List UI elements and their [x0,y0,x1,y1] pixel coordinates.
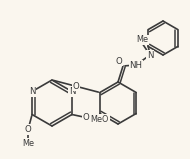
Text: O: O [116,56,122,66]
Text: O: O [82,113,89,122]
Text: MeO: MeO [91,115,109,124]
Text: O: O [25,125,32,134]
Text: N: N [147,51,153,59]
Text: N: N [69,87,75,96]
Text: N: N [29,87,35,96]
Text: O: O [73,82,79,91]
Text: Me: Me [22,139,34,148]
Text: Me: Me [136,35,148,45]
Text: NH: NH [130,61,142,69]
